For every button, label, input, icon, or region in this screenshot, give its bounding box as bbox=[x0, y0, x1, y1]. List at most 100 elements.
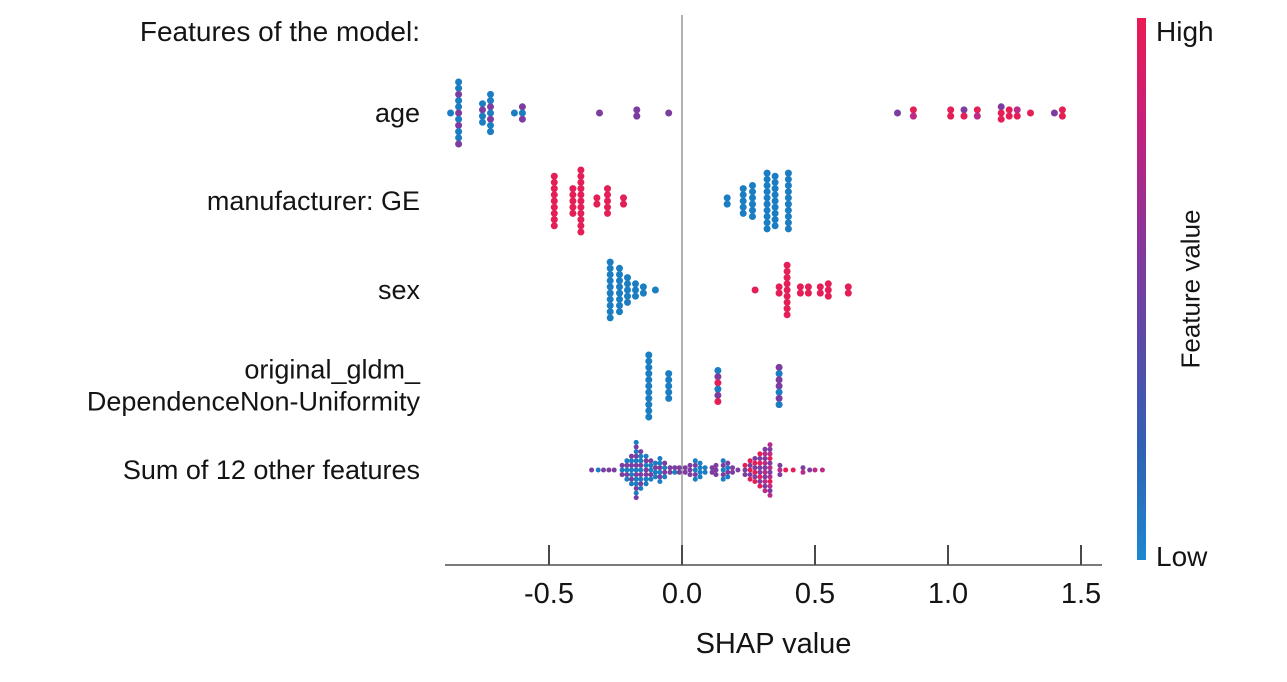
shap-dot bbox=[624, 280, 631, 288]
shap-dot bbox=[739, 191, 747, 199]
shap-dot bbox=[752, 469, 758, 475]
shap-dot bbox=[455, 78, 463, 86]
shap-dot bbox=[619, 472, 625, 478]
shap-dot bbox=[749, 188, 756, 196]
shap-dot bbox=[672, 469, 678, 475]
shap-dot bbox=[747, 472, 753, 478]
shap-dot bbox=[1013, 106, 1021, 114]
feature-label-gldm: original_gldm_ DependenceNon-Uniformity bbox=[87, 354, 420, 419]
shap-dot bbox=[1005, 112, 1013, 120]
shap-dot bbox=[645, 413, 653, 421]
shap-dot bbox=[1058, 112, 1066, 120]
shap-dot bbox=[775, 376, 783, 384]
shap-dot bbox=[645, 376, 653, 384]
shap-dot bbox=[771, 191, 779, 199]
shap-dot bbox=[620, 194, 627, 202]
shap-dot bbox=[730, 465, 735, 471]
shap-dot bbox=[762, 474, 768, 480]
shap-dot bbox=[638, 467, 644, 473]
shap-dot bbox=[652, 460, 658, 466]
shap-dot bbox=[771, 203, 779, 211]
shap-dot bbox=[633, 490, 639, 496]
shap-dot bbox=[762, 488, 768, 494]
shap-dot bbox=[577, 209, 585, 217]
shap-dot bbox=[455, 128, 463, 136]
shap-dot bbox=[894, 109, 901, 117]
shap-dot bbox=[645, 351, 653, 359]
shap-dot bbox=[616, 264, 623, 272]
shap-dot bbox=[775, 382, 783, 390]
shap-dot bbox=[577, 178, 585, 186]
shap-dot bbox=[687, 462, 693, 468]
shap-dot bbox=[752, 474, 758, 480]
shap-dot bbox=[577, 228, 585, 236]
shap-dot bbox=[757, 451, 763, 457]
shap-dot bbox=[487, 97, 494, 105]
shap-dot bbox=[629, 472, 634, 478]
shap-dot bbox=[973, 106, 981, 114]
shap-dot bbox=[692, 462, 698, 468]
shap-dot bbox=[624, 467, 630, 473]
shap-dot bbox=[767, 456, 773, 461]
shap-dot bbox=[816, 289, 824, 297]
shap-dot bbox=[662, 460, 668, 466]
shap-dot bbox=[775, 283, 783, 291]
shap-dot bbox=[595, 467, 601, 473]
shap-dot bbox=[763, 182, 771, 189]
shap-dot bbox=[479, 106, 486, 114]
shap-dot bbox=[775, 363, 783, 371]
shap-dot bbox=[783, 292, 791, 300]
shap-dot bbox=[550, 222, 558, 230]
shap-dot bbox=[775, 370, 783, 378]
shap-dot bbox=[645, 357, 653, 365]
shap-dot bbox=[739, 203, 747, 211]
feature-value-colorbar bbox=[1137, 18, 1146, 560]
x-tick-label: -0.5 bbox=[524, 578, 574, 610]
shap-dot bbox=[1005, 106, 1013, 114]
shap-dot bbox=[645, 407, 653, 415]
shap-dot bbox=[479, 112, 486, 120]
shap-dot bbox=[518, 109, 526, 117]
shap-dot bbox=[645, 401, 653, 409]
shap-dot bbox=[657, 474, 663, 480]
shap-dot bbox=[725, 474, 731, 480]
shap-dot bbox=[997, 109, 1005, 117]
shap-dot bbox=[455, 115, 463, 123]
shap-dot bbox=[783, 467, 789, 473]
shap-dot bbox=[824, 286, 832, 294]
shap-dot bbox=[960, 112, 968, 120]
shap-dot bbox=[763, 206, 771, 214]
shap-dot bbox=[624, 292, 631, 300]
shap-dot bbox=[757, 460, 763, 466]
shap-dot bbox=[714, 385, 722, 393]
shap-dot bbox=[742, 462, 748, 468]
shap-dot bbox=[569, 185, 577, 193]
shap-dot bbox=[1027, 109, 1034, 117]
shap-dot bbox=[616, 308, 623, 316]
shap-dot bbox=[697, 465, 703, 471]
shap-dot bbox=[624, 298, 631, 306]
shap-dot bbox=[676, 469, 682, 475]
shap-dot bbox=[947, 106, 955, 114]
shap-dot bbox=[709, 469, 715, 475]
shap-dot bbox=[771, 197, 779, 205]
shap-dot bbox=[784, 188, 792, 196]
shap-dot bbox=[652, 469, 658, 475]
shap-dot bbox=[767, 474, 773, 480]
shap-dot bbox=[720, 462, 726, 468]
shap-dot bbox=[550, 191, 558, 199]
shap-dot bbox=[720, 476, 726, 482]
shap-dot bbox=[638, 485, 644, 491]
shap-dot bbox=[601, 467, 606, 473]
shap-dot bbox=[633, 481, 639, 487]
shap-dot bbox=[783, 261, 791, 269]
shap-dot bbox=[742, 472, 748, 478]
shap-dot bbox=[749, 182, 756, 189]
shap-dot bbox=[604, 191, 611, 199]
shap-dot bbox=[606, 289, 614, 297]
shap-dot bbox=[752, 460, 758, 466]
shap-dot bbox=[757, 479, 763, 484]
shap-dot bbox=[844, 283, 852, 291]
shap-dot bbox=[662, 474, 668, 480]
feature-label-manufacturer-ge: manufacturer: GE bbox=[206, 185, 420, 216]
